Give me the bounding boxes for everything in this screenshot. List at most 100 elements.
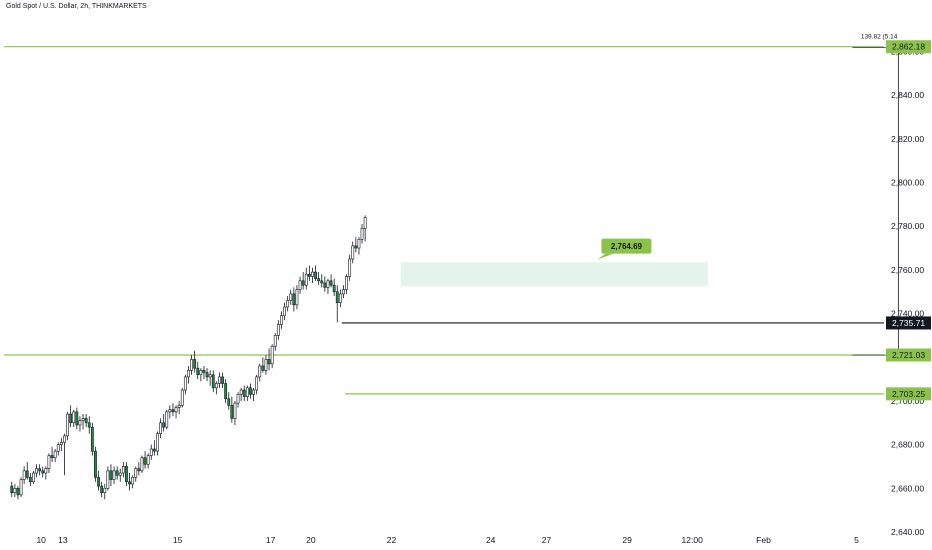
candle-body [276,324,280,336]
candle-body [335,291,339,303]
candle-body [224,383,228,400]
x-tick-label: 22 [387,535,397,545]
candle-body [342,289,345,295]
candle-body [233,402,237,419]
candle-body [165,411,169,428]
y-tick-label: 2,680.00 [891,440,924,450]
candle-body [38,468,42,472]
candle-body [270,346,274,365]
chart-title: Gold Spot / U.S. Dollar, 2h, THINKMARKET… [6,3,147,10]
candle-body [78,420,82,426]
candle-body [121,466,125,474]
candle-body [183,376,187,391]
candle-body [255,376,259,391]
candle-body [218,376,221,384]
candle-body [214,383,218,389]
candle-body [307,273,311,277]
candle-body [140,457,144,472]
candle-body [273,335,277,347]
candle-body [205,372,209,378]
support-zone [400,262,708,287]
x-tick-label: 29 [622,535,632,545]
candle-body [10,485,14,493]
candle-body [252,389,255,395]
level-price-label: 2,721.03 [892,350,925,360]
candle-body [323,282,327,288]
levels-layer [4,46,884,395]
candle-body [196,367,200,376]
y-axis: 2,640.002,660.002,680.002,700.002,720.00… [891,46,924,537]
x-tick-label: 24 [486,535,496,545]
y-tick-label: 2,800.00 [891,178,924,188]
candle-body [202,370,206,373]
x-axis: 10 13 15 17 20 22 24 27 29 12:00 Feb 5 [0,527,884,545]
candle-body [357,239,361,249]
candle-body [221,376,224,384]
candle-body [295,289,299,306]
candle-body [13,488,17,493]
candle-body [174,407,178,413]
candle-body [106,470,110,489]
level-price-box [886,348,931,362]
y-tick-label: 2,660.00 [891,483,924,493]
candle-body [97,477,100,487]
level-price-label: 2,862.18 [892,42,925,52]
zone-layer [400,262,708,287]
candle-body [66,413,69,437]
x-tick-label: 17 [266,535,276,545]
candle-body [168,409,172,413]
candle-body [208,374,212,378]
candle-body [115,470,119,476]
candle-body [53,450,57,459]
measure-label: 139.82 (5.14 [861,34,898,41]
x-tick-label: 10 [36,535,46,545]
candle-body [360,228,364,240]
candle-body [171,409,175,413]
x-tick-label: 20 [306,535,316,545]
candle-body [152,448,156,452]
candles-layer [10,215,367,500]
level-price-box [886,387,931,401]
candle-body [239,389,243,395]
candle-body [143,457,147,465]
candle-body [87,422,91,428]
candle-body [304,273,308,286]
candle-body [134,468,138,478]
callout-box [601,238,652,254]
y-tick-label: 2,640.00 [891,527,924,537]
candle-body [81,418,85,421]
candle-body [72,411,76,424]
candle-body [264,359,268,371]
candle-body [56,444,60,452]
candle-body [261,365,265,371]
candle-body [32,472,35,483]
candle-body [28,477,32,483]
candle-body [283,306,286,317]
x-tick-label: 13 [58,535,68,545]
candle-body [44,468,48,474]
candle-body [50,455,54,459]
x-tick-label: 5 [854,535,859,545]
x-tick-label: Feb [756,535,771,545]
candle-body [354,245,358,249]
candle-body [75,411,79,426]
candle-body [156,433,159,452]
candle-body [193,359,197,369]
candle-body [146,455,150,465]
y-tick-label: 2,840.00 [891,90,924,100]
candle-body [242,389,246,397]
candle-body [320,280,324,284]
level-price-box [886,40,931,54]
candle-body [267,359,271,365]
candle-body [286,300,290,308]
candle-body [90,426,94,452]
candle-body [199,370,203,376]
candle-body [118,472,122,476]
candle-body [338,293,342,303]
x-tick-label: 12:00 [682,535,704,545]
callout-pointer [597,253,614,260]
candle-body [351,245,355,260]
candle-body [190,359,193,371]
candle-body [301,280,305,286]
